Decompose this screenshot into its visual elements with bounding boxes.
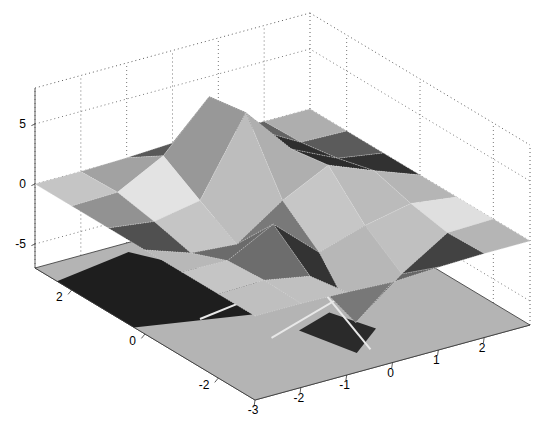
y-grid-line <box>493 123 494 303</box>
x-tick-label: -1 <box>339 378 350 392</box>
x-tick-label: 1 <box>433 353 440 367</box>
x-grid-line <box>80 76 81 256</box>
box-edge <box>35 13 310 88</box>
x-tick-label: 2 <box>479 341 486 355</box>
surface-patch <box>72 192 155 228</box>
z-tick <box>31 244 35 246</box>
z-tick <box>31 124 35 126</box>
y-tick <box>215 378 219 382</box>
z-tick-label: 5 <box>19 117 26 131</box>
box-edge <box>310 13 530 145</box>
floor-plane <box>35 193 530 400</box>
surface-patch <box>108 222 191 254</box>
x-tick-label: -3 <box>248 403 259 417</box>
x-grid-line <box>35 88 36 268</box>
y-tick-label: 2 <box>56 290 63 304</box>
tick-labels: -3 -2 -1 0 1 2 -2 0 2 -5 0 5 <box>15 117 485 417</box>
box-edge <box>530 145 531 325</box>
x-tick-label: 0 <box>387 366 394 380</box>
floor-edge <box>35 193 530 400</box>
x-tick-label: -2 <box>293 391 304 405</box>
surface-patch <box>402 233 485 274</box>
z-tick-label: -5 <box>15 237 26 251</box>
chart: -3 -2 -1 0 1 2 -2 0 2 -5 0 5 <box>0 0 547 428</box>
floor-figure <box>299 313 376 354</box>
y-tick-label: -2 <box>199 378 210 392</box>
y-tick <box>68 290 72 294</box>
surface <box>35 97 530 323</box>
y-tick <box>141 334 145 338</box>
surface-patch <box>218 280 300 316</box>
axes-box <box>35 13 530 400</box>
y-tick-label: 0 <box>129 334 136 348</box>
z-tick-label: 0 <box>19 177 26 191</box>
z-axis-line <box>35 88 36 268</box>
floor-image <box>35 193 530 400</box>
z-tick <box>31 184 35 186</box>
